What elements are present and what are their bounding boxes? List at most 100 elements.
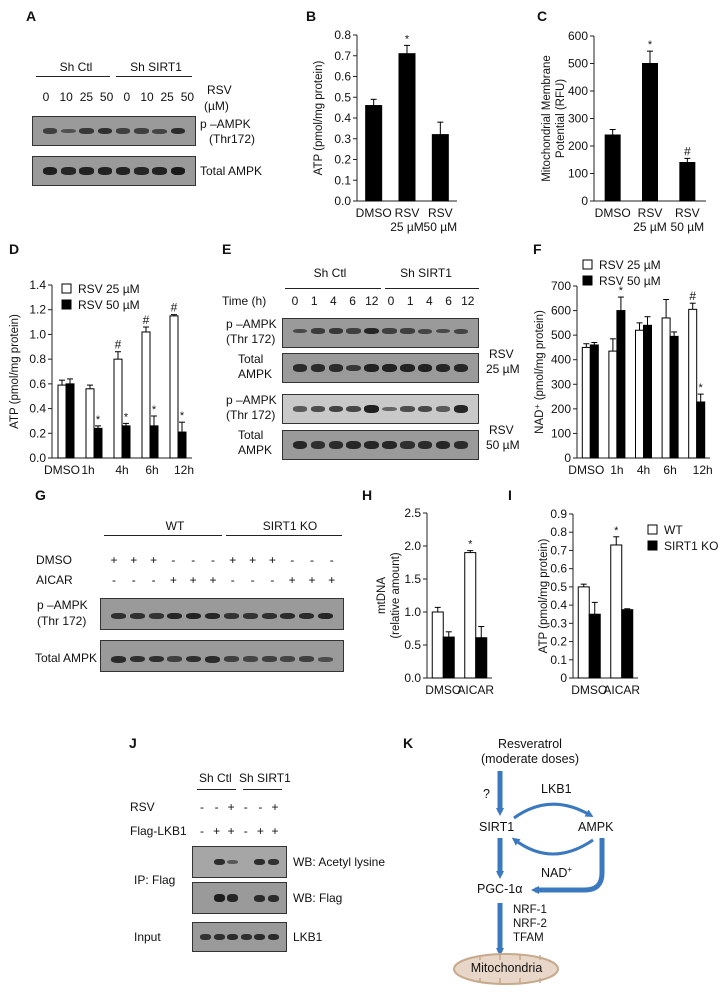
blot-band xyxy=(453,363,469,373)
time-point-label: 4 xyxy=(330,294,337,308)
svg-text:DMSO: DMSO xyxy=(425,683,461,697)
blot-band xyxy=(227,933,239,941)
svg-text:2.5: 2.5 xyxy=(404,506,421,520)
condition-rsv50-l1: RSV xyxy=(489,423,514,437)
svg-text:NAD⁺ (pmol/mg protein): NAD⁺ (pmol/mg protein) xyxy=(534,310,546,434)
svg-text:6h: 6h xyxy=(145,463,158,477)
svg-text:ATP (pmol/mg protein): ATP (pmol/mg protein) xyxy=(538,539,550,654)
dmso-sign: + xyxy=(110,553,118,567)
svg-text:RSV: RSV xyxy=(395,206,420,220)
svg-text:0.1: 0.1 xyxy=(334,173,351,187)
dmso-sign: + xyxy=(268,553,276,567)
svg-text:0: 0 xyxy=(581,194,588,208)
blot-band xyxy=(435,328,451,334)
blot-band xyxy=(97,167,113,175)
blot-band xyxy=(167,656,183,662)
row-label-total: Total xyxy=(238,352,264,366)
rsv-sign: + xyxy=(271,800,279,814)
aicar-sign: + xyxy=(288,573,296,587)
svg-text:DMSO: DMSO xyxy=(595,206,631,220)
blot-band xyxy=(310,406,325,412)
blot-pampk xyxy=(32,116,196,146)
svg-text:6h: 6h xyxy=(663,463,676,477)
panel-label-g: G xyxy=(35,487,46,503)
rsv-label: RSV xyxy=(207,83,232,97)
svg-text:400: 400 xyxy=(551,353,571,367)
group-label-sh-ctl: Sh Ctl xyxy=(313,266,347,280)
blot-band xyxy=(382,440,397,450)
svg-text:DMSO: DMSO xyxy=(356,206,392,220)
blot-band xyxy=(152,128,167,134)
panel-label-c: C xyxy=(537,8,548,24)
label-nad: NAD+ xyxy=(541,865,573,881)
label-lkb1: LKB1 xyxy=(541,782,572,796)
svg-text:*: * xyxy=(405,33,410,45)
aicar-sign: + xyxy=(169,573,177,587)
blot-band xyxy=(328,328,343,334)
blot-band xyxy=(435,406,451,412)
svg-text:300: 300 xyxy=(551,377,571,391)
group-label-wt: WT xyxy=(165,519,185,533)
svg-text:#: # xyxy=(115,338,122,352)
dmso-sign: - xyxy=(171,553,176,567)
blot-band xyxy=(453,328,469,334)
blot-band xyxy=(254,933,266,941)
svg-text:0.2: 0.2 xyxy=(550,635,567,649)
label-nrf2: NRF-2 xyxy=(513,918,547,930)
blot-band xyxy=(170,127,186,135)
blot-band xyxy=(148,655,164,663)
blot-band xyxy=(261,613,277,619)
blot-band xyxy=(267,933,279,941)
svg-text:0.3: 0.3 xyxy=(334,132,351,146)
blot-band xyxy=(213,934,225,940)
blot-band xyxy=(261,656,277,662)
row-label-ampk: AMPK xyxy=(238,367,273,381)
row-label-lkb1: LKB1 xyxy=(293,930,323,944)
panel-label-k: K xyxy=(403,735,414,751)
svg-text:*: * xyxy=(468,539,473,551)
blot-band xyxy=(328,364,343,372)
svg-text:*: * xyxy=(124,411,129,423)
svg-text:#: # xyxy=(143,313,150,327)
time-point-label: 12 xyxy=(365,294,379,308)
time-label: Time (h) xyxy=(222,294,267,308)
svg-text:2.0: 2.0 xyxy=(404,539,421,553)
row-label-pampk: p –AMPK xyxy=(226,317,277,331)
dose-label: 25 xyxy=(79,90,94,104)
blot-band xyxy=(346,406,361,412)
dose-label: 0 xyxy=(42,90,50,104)
svg-text:0.7: 0.7 xyxy=(334,49,351,63)
aicar-sign: + xyxy=(189,573,197,587)
aicar-sign: - xyxy=(151,573,156,587)
svg-text:1.5: 1.5 xyxy=(404,572,421,586)
rsv-sign: - xyxy=(243,800,248,814)
node-resveratrol: Resveratrol xyxy=(498,737,562,751)
flag-sign: + xyxy=(227,824,235,838)
blot-band xyxy=(110,655,126,663)
blot-total-rsv50 xyxy=(282,430,479,460)
blot-band xyxy=(299,656,315,662)
rsv-sign: + xyxy=(227,800,235,814)
svg-text:200: 200 xyxy=(551,402,571,416)
blot-band xyxy=(97,128,113,134)
blot-band xyxy=(382,363,397,373)
svg-text:25 µM: 25 µM xyxy=(390,220,424,234)
blot-band xyxy=(435,440,451,450)
rsv-sign: - xyxy=(214,800,219,814)
blot-band xyxy=(115,128,131,134)
blot-band xyxy=(453,441,469,449)
aicar-sign: - xyxy=(131,573,136,587)
row-label-flag: WB: Flag xyxy=(293,891,343,905)
node-moderate-doses: (moderate doses) xyxy=(481,752,579,766)
svg-text:*: * xyxy=(152,404,157,416)
svg-text:ATP (pmol/mg protein): ATP (pmol/mg protein) xyxy=(313,61,325,176)
rsv-sign: - xyxy=(258,800,263,814)
panel-label-b: B xyxy=(306,8,317,24)
blot-band xyxy=(242,613,258,619)
blot-band xyxy=(200,934,212,940)
flag-sign: + xyxy=(256,824,264,838)
blot-band xyxy=(170,167,186,175)
group-label-sirt1-ko: SIRT1 KO xyxy=(262,519,318,533)
